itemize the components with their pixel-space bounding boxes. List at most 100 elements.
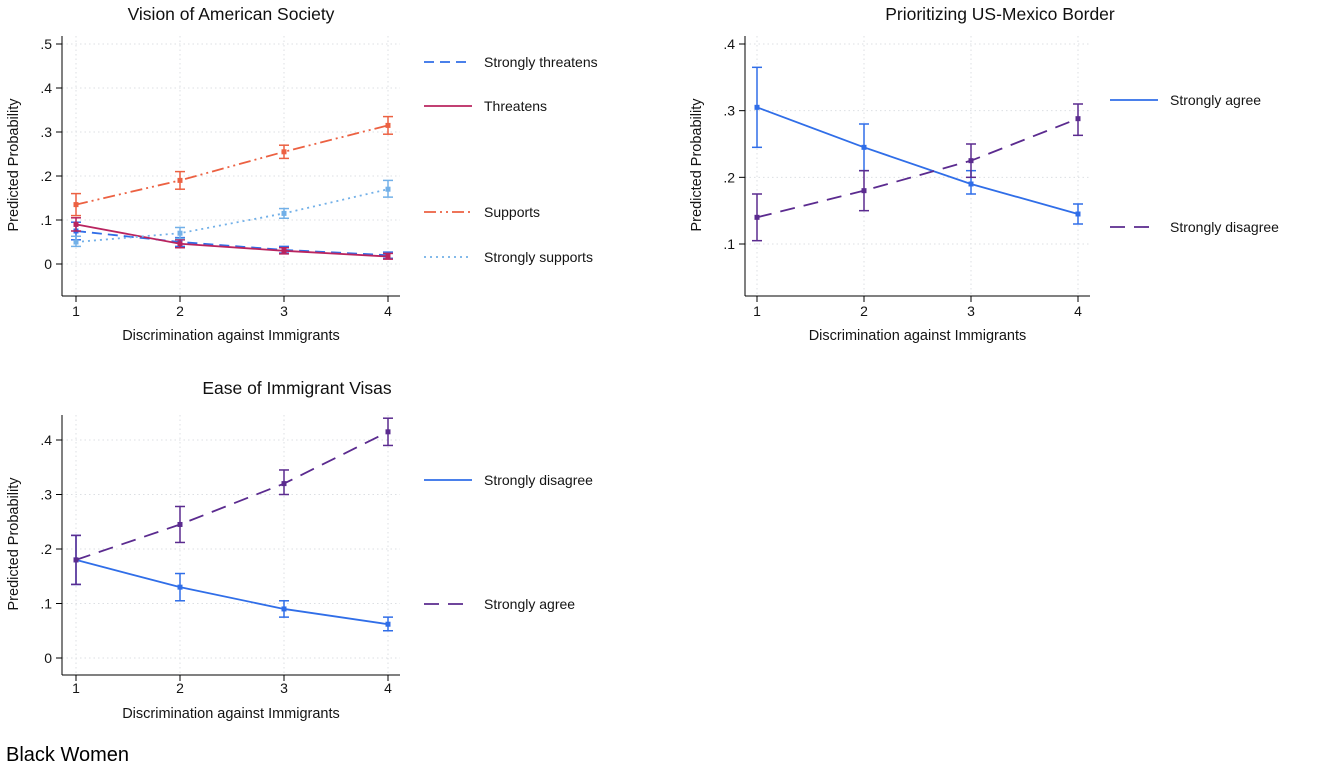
y-tick-label: .1 xyxy=(40,596,52,612)
y-axis-label-vision: Predicted Probability xyxy=(6,98,22,232)
prioritizing-us-mexico-border-plot: .1 .2 .3 .4 1 2 3 4 Strongly agree Strongly disag… xyxy=(723,36,1279,319)
data-point-marker xyxy=(73,221,79,227)
series-strongly-supports xyxy=(71,179,393,248)
legend-label-strongly-agree: Strongly agree xyxy=(1170,92,1261,108)
data-point-marker xyxy=(861,144,867,150)
y-tick-label: .2 xyxy=(40,541,52,557)
x-tick-label: 4 xyxy=(1074,303,1082,319)
chart-title-vision: Vision of American Society xyxy=(127,4,335,24)
data-point-marker xyxy=(754,214,760,220)
data-point-marker xyxy=(385,122,391,128)
error-bars xyxy=(71,115,393,217)
x-tick-label: 4 xyxy=(384,680,392,696)
y-tick-label: .3 xyxy=(40,124,52,140)
series-strongly-disagree xyxy=(752,103,1083,242)
legend: Strongly threatens Threatens Supports Stron… xyxy=(424,54,598,265)
x-tick-label: 4 xyxy=(384,303,392,319)
series-strongly-threatens xyxy=(71,221,393,260)
data-point-marker xyxy=(177,230,183,236)
x-tick-label: 2 xyxy=(860,303,868,319)
data-point-marker xyxy=(281,248,287,254)
ease-of-immigrant-visas-plot: 0 .1 .2 .3 .4 1 2 3 4 Strongly disagree Strongly a… xyxy=(40,415,593,696)
y-tick-label: .4 xyxy=(40,432,52,448)
error-bars xyxy=(71,221,393,260)
series-threatens xyxy=(71,217,393,260)
legend-label-strongly-disagree: Strongly disagree xyxy=(484,472,593,488)
y-tick-label: .1 xyxy=(723,236,735,252)
data-point-marker xyxy=(968,158,974,164)
x-tick-label: 1 xyxy=(72,303,80,319)
legend-label-strongly-threatens: Strongly threatens xyxy=(484,54,598,70)
data-point-marker xyxy=(385,254,391,260)
series-strongly-agree xyxy=(752,66,1083,225)
data-point-marker xyxy=(73,239,79,245)
legend-label-supports: Supports xyxy=(484,204,540,220)
data-point-marker xyxy=(754,104,760,110)
y-tick-label: .3 xyxy=(723,103,735,119)
x-tick-label: 1 xyxy=(72,680,80,696)
y-tick-label: .4 xyxy=(723,36,735,52)
series-strongly-agree xyxy=(71,417,393,586)
panel-prioritizing-us-mexico-border: .1 .2 .3 .4 1 2 3 4 Strongly agree Strongly disag… xyxy=(660,0,1327,366)
data-point-marker xyxy=(861,188,867,194)
error-bars xyxy=(71,179,393,248)
gridlines xyxy=(745,36,1090,296)
error-bars xyxy=(71,417,393,586)
axes xyxy=(739,36,1090,302)
series-supports xyxy=(71,115,393,217)
data-point-marker xyxy=(1075,211,1081,217)
y-tick-label: .5 xyxy=(40,36,52,52)
series-line xyxy=(756,117,1079,219)
data-point-marker xyxy=(73,557,79,563)
series-line xyxy=(75,124,389,206)
series-line xyxy=(756,106,1079,215)
panel-vision-of-american-society: 0 .1 .2 .3 .4 .5 1 2 3 4 Strongly threatens Threate… xyxy=(0,0,660,366)
data-point-marker xyxy=(385,186,391,192)
y-tick-label: 0 xyxy=(44,650,52,666)
chart-title-border: Prioritizing US-Mexico Border xyxy=(885,4,1115,24)
legend: Strongly agree Strongly disagree xyxy=(1110,92,1279,235)
y-tick-label: 0 xyxy=(44,256,52,272)
panel-ease-of-immigrant-visas: 0 .1 .2 .3 .4 1 2 3 4 Strongly disagree Strongly a… xyxy=(0,370,660,776)
y-tick-label: .2 xyxy=(40,168,52,184)
data-point-marker xyxy=(281,481,287,487)
series-line xyxy=(75,223,389,258)
legend-label-strongly-supports: Strongly supports xyxy=(484,249,593,265)
x-tick-label: 2 xyxy=(176,680,184,696)
data-point-marker xyxy=(385,429,391,435)
series-line xyxy=(75,230,389,257)
gridlines xyxy=(62,415,400,675)
x-tick-label: 3 xyxy=(280,303,288,319)
figure-caption: Black Women xyxy=(6,744,130,766)
error-bars xyxy=(71,534,393,632)
data-point-marker xyxy=(177,177,183,183)
y-axis-label-border: Predicted Probability xyxy=(689,98,705,232)
legend-label-strongly-disagree: Strongly disagree xyxy=(1170,219,1279,235)
legend: Strongly disagree Strongly agree xyxy=(424,472,593,612)
y-tick-label: .3 xyxy=(40,487,52,503)
data-point-marker xyxy=(385,621,391,627)
data-point-marker xyxy=(177,521,183,527)
data-point-marker xyxy=(1075,116,1081,122)
x-tick-label: 2 xyxy=(176,303,184,319)
data-point-marker xyxy=(177,584,183,590)
series-line xyxy=(75,559,389,626)
error-bars xyxy=(71,217,393,260)
data-point-marker xyxy=(281,210,287,216)
data-point-marker xyxy=(73,202,79,208)
x-tick-label: 3 xyxy=(280,680,288,696)
error-bars xyxy=(752,66,1083,225)
series-line xyxy=(75,431,389,561)
y-tick-label: .1 xyxy=(40,212,52,228)
y-axis-label-visas: Predicted Probability xyxy=(6,477,22,611)
gridlines xyxy=(62,36,400,296)
data-point-marker xyxy=(968,181,974,187)
data-point-marker xyxy=(281,606,287,612)
x-tick-label: 1 xyxy=(753,303,761,319)
series-line xyxy=(75,188,389,243)
y-tick-label: .4 xyxy=(40,80,52,96)
legend-label-threatens: Threatens xyxy=(484,98,547,114)
data-point-marker xyxy=(281,149,287,155)
x-axis-label-border: Discrimination against Immigrants xyxy=(808,328,1027,344)
